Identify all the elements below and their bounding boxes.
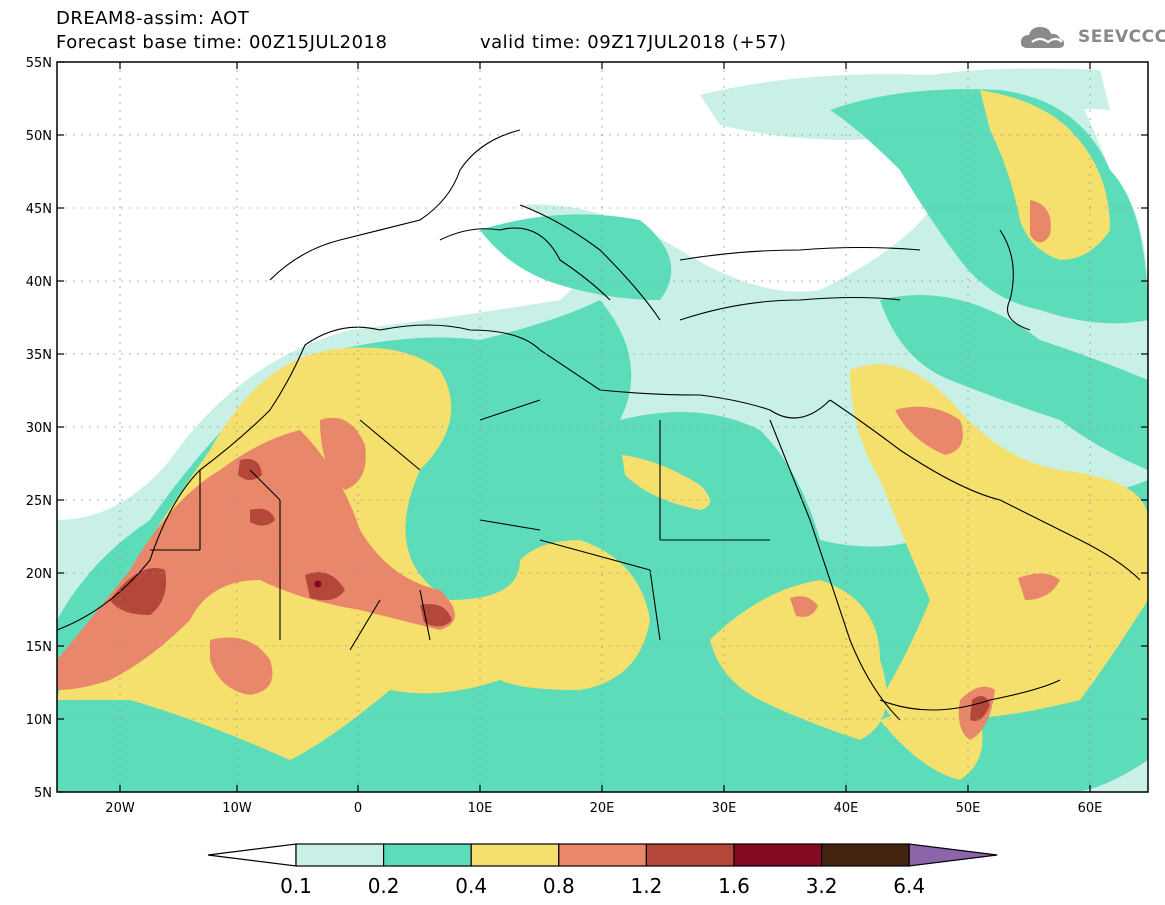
lon-label: 50E (956, 801, 981, 816)
brand-name: SEEVCCC (1078, 27, 1165, 47)
lon-label: 10W (222, 801, 252, 816)
lat-label: 35N (26, 348, 52, 363)
aot-field (57, 68, 1148, 792)
map-title: DREAM8-assim: AOT (56, 8, 250, 29)
colorbar-swatch (470, 843, 560, 867)
coastlines (57, 129, 1141, 721)
colorbar-label: 0.8 (543, 874, 575, 898)
colorbar-label: 0.1 (280, 874, 312, 898)
graticule (57, 62, 1148, 792)
lat-labels: 55N 50N 45N 40N 35N 30N 25N 20N 15N 10N … (26, 56, 52, 801)
brand-logo: SEEVCCC (1018, 22, 1165, 52)
colorbar-label: 0.2 (368, 874, 400, 898)
colorbar-swatch (820, 843, 910, 867)
lon-label: 60E (1078, 801, 1103, 816)
lat-label: 15N (26, 640, 52, 655)
colorbar-label: 0.4 (455, 874, 487, 898)
lon-label: 0 (354, 801, 362, 816)
lon-labels: 20W 10W 0 10E 20E 30E 40E 50E 60E (105, 801, 1102, 816)
colorbar-label: 6.4 (893, 874, 925, 898)
colorbar-label: 1.2 (630, 874, 662, 898)
lon-label: 10E (468, 801, 493, 816)
lat-label: 5N (34, 786, 52, 801)
lat-label: 30N (26, 421, 52, 436)
colorbar-swatch (733, 843, 823, 867)
colorbar-swatch (558, 843, 647, 867)
colorbar-arrow-low (207, 843, 297, 867)
cloud-icon (1020, 27, 1065, 48)
colorbar-label: 3.2 (806, 874, 838, 898)
axis-ticks (57, 61, 1148, 793)
colorbar: 0.1 0.2 0.4 0.8 1.2 1.6 3.2 6.4 (207, 843, 998, 898)
lon-label: 20E (590, 801, 615, 816)
lat-label: 45N (26, 202, 52, 217)
lat-label: 25N (26, 494, 52, 509)
lat-label: 10N (26, 713, 52, 728)
lat-label: 55N (26, 56, 52, 71)
colorbar-swatch (645, 843, 735, 867)
colorbar-label: 1.6 (718, 874, 750, 898)
lon-label: 40E (834, 801, 859, 816)
lat-label: 40N (26, 275, 52, 290)
forecast-base-time: Forecast base time: 00Z15JUL2018 (56, 32, 388, 53)
colorbar-swatch (295, 843, 385, 867)
colorbar-swatch (383, 843, 472, 867)
lat-label: 50N (26, 129, 52, 144)
colorbar-arrow-high (908, 843, 998, 867)
lon-label: 20W (105, 801, 135, 816)
lat-label: 20N (26, 567, 52, 582)
lon-label: 30E (712, 801, 737, 816)
valid-time: valid time: 09Z17JUL2018 (+57) (480, 32, 787, 53)
